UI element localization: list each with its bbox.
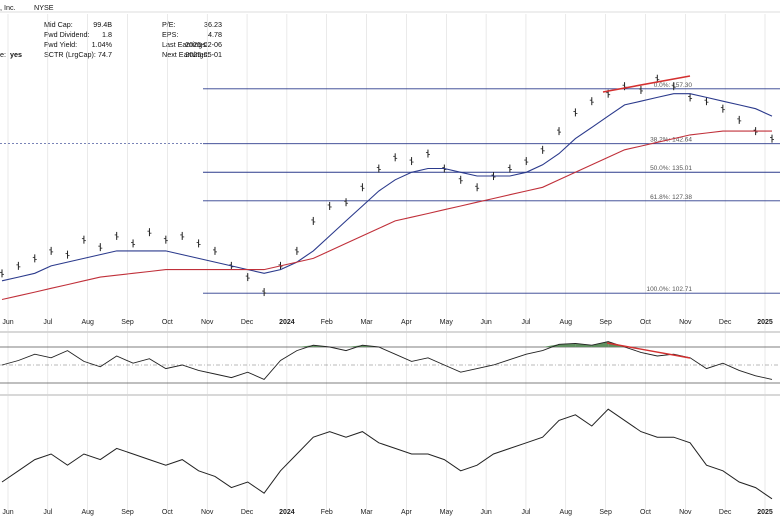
x-tick-label: May	[440, 509, 454, 516]
x-tick-label: 2025	[757, 509, 773, 516]
x-axis-labels: Jun Jun Jul Jul Aug Aug Sep Sep Oct Oct Nov Nov Dec D…	[2, 319, 773, 516]
x-tick-label: Jul	[521, 509, 530, 516]
stat-value: 1.04%	[92, 40, 113, 49]
x-tick-label: Dec	[241, 509, 254, 516]
exchange-label: NYSE	[34, 3, 54, 12]
rsi-line	[1, 341, 773, 380]
x-tick-label: Aug	[81, 509, 94, 516]
x-tick-label: Jun	[480, 509, 491, 516]
stat-value: 36.23	[204, 20, 222, 29]
x-tick-label: Aug	[560, 509, 573, 516]
x-tick-label: Mar	[361, 509, 374, 516]
x-tick-label: Dec	[719, 509, 732, 516]
x-tick-label: Jul	[43, 509, 52, 516]
fib-level-label: 38.2%: 142.64	[650, 137, 692, 144]
x-tick-label: 2025	[757, 319, 773, 326]
stat-value: 2025-02-06	[185, 40, 222, 49]
stat-label: SCTR (LrgCap):	[44, 50, 96, 59]
stat-label: EPS:	[162, 30, 178, 39]
x-tick-label: Nov	[201, 509, 214, 516]
x-tick-label: Feb	[321, 319, 333, 326]
stat-value: 1.8	[102, 30, 112, 39]
x-tick-label: Dec	[241, 319, 254, 326]
x-tick-label: Mar	[361, 319, 374, 326]
x-tick-label: Sep	[121, 319, 134, 326]
x-tick-label: Oct	[162, 319, 173, 326]
x-tick-label: Jul	[521, 319, 530, 326]
moving-average-short-line	[1, 93, 773, 282]
stat-value: 74.7	[98, 50, 112, 59]
x-tick-label: 2024	[279, 319, 295, 326]
x-tick-label: Sep	[121, 509, 134, 516]
fib-level-label: 50.0%: 135.01	[650, 165, 692, 172]
moving-average-long-line	[1, 130, 772, 301]
stat-label: Next Earnings:	[162, 50, 209, 59]
momentum-line	[1, 408, 773, 500]
stat-label: P/E:	[162, 20, 176, 29]
x-tick-label: Nov	[201, 319, 214, 326]
x-tick-label: May	[440, 319, 454, 326]
stat-label: Mid Cap:	[44, 20, 73, 29]
rsi-panel	[0, 341, 780, 384]
x-tick-label: 2024	[279, 509, 295, 516]
grid-layer	[0, 11, 780, 510]
x-tick-label: Jun	[480, 319, 491, 326]
rsi-trendline	[606, 342, 691, 359]
x-tick-label: Jul	[43, 319, 52, 326]
company-fragment: , Inc.	[0, 3, 16, 12]
fib-level-label: 100.0%: 102.71	[646, 286, 692, 293]
x-tick-label: Nov	[679, 509, 692, 516]
stat-value: 2025-05-01	[185, 50, 222, 59]
x-tick-label: Apr	[401, 509, 413, 516]
x-tick-label: Jun	[2, 319, 13, 326]
stat-value: 4.78	[208, 30, 222, 39]
x-tick-label: Oct	[162, 509, 173, 516]
x-tick-label: Nov	[679, 319, 692, 326]
stat-label: Fwd Dividend:	[44, 30, 90, 39]
x-tick-label: Oct	[640, 509, 651, 516]
x-tick-label: Sep	[599, 509, 612, 516]
x-tick-label: Aug	[560, 319, 573, 326]
x-tick-label: Dec	[719, 319, 732, 326]
header-info: , Inc. NYSE Mid Cap: 99.4B Fwd Dividend:…	[0, 3, 222, 59]
x-tick-label: Oct	[640, 319, 651, 326]
x-tick-label: Aug	[81, 319, 94, 326]
trendline-highs	[602, 75, 691, 93]
side-fragment-label: e:	[0, 50, 6, 59]
x-tick-label: Apr	[401, 319, 413, 326]
stat-value: 99.4B	[93, 20, 112, 29]
x-tick-label: Feb	[321, 509, 333, 516]
side-fragment-value: yes	[10, 50, 22, 59]
momentum-panel	[1, 408, 773, 500]
stat-label: Fwd Yield:	[44, 40, 77, 49]
x-tick-label: Sep	[599, 319, 612, 326]
x-tick-label: Jun	[2, 509, 13, 516]
fib-level-label: 61.8%: 127.38	[650, 194, 692, 201]
stat-label: Last Earnings:	[162, 40, 208, 49]
